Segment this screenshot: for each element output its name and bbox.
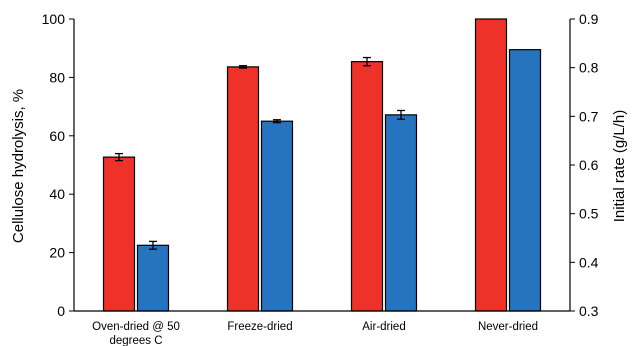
- x-category-label: Never-dried: [478, 321, 538, 333]
- y-axis-title-right: Initial rate (g/L/h): [611, 110, 628, 223]
- y-axis-title-left: Cellulose hydrolysis, %: [10, 89, 27, 243]
- category-labels: Oven-dried @ 50 degrees C Freeze-dried Air-…: [92, 321, 538, 346]
- y-tick-label-left: 0: [57, 303, 65, 319]
- x-category-label: Freeze-dried: [227, 321, 292, 333]
- y-tick-label-left: 100: [42, 11, 66, 27]
- axes-group: [73, 19, 571, 312]
- y-tick-label-right: 0.8: [579, 60, 599, 76]
- y-tick-label-right: 0.9: [579, 11, 599, 27]
- y-tick-label-right: 0.7: [579, 108, 599, 124]
- y-tick-label-right: 0.5: [579, 206, 599, 222]
- bar-initial-rate-2: [384, 114, 418, 312]
- y-tick-label-right: 0.6: [579, 157, 599, 173]
- bar-hydrolysis-2: [350, 61, 384, 312]
- bars-group: [102, 18, 542, 312]
- y-tick-label-left: 20: [49, 245, 65, 261]
- right-axis-ticks: 0.3 0.4 0.5 0.6 0.7 0.8 0.9: [570, 11, 599, 319]
- y-tick-label-left: 40: [49, 186, 65, 202]
- bar-hydrolysis-1: [226, 66, 260, 312]
- bar-hydrolysis-3: [474, 18, 508, 312]
- bar-initial-rate-3: [508, 49, 542, 312]
- left-axis-ticks: 0 20 40 60 80 100: [42, 11, 74, 319]
- x-category-label: Oven-dried @ 50 degrees C: [92, 321, 180, 346]
- y-tick-label-right: 0.4: [579, 254, 599, 270]
- y-tick-label-left: 80: [49, 69, 65, 85]
- bar-hydrolysis-0: [102, 156, 136, 312]
- bar-initial-rate-0: [136, 244, 170, 312]
- error-bars-group: [115, 56, 405, 250]
- y-tick-label-left: 60: [49, 128, 65, 144]
- y-tick-label-right: 0.3: [579, 303, 599, 319]
- bar-initial-rate-1: [260, 120, 294, 312]
- x-category-label: Air-dried: [362, 321, 405, 333]
